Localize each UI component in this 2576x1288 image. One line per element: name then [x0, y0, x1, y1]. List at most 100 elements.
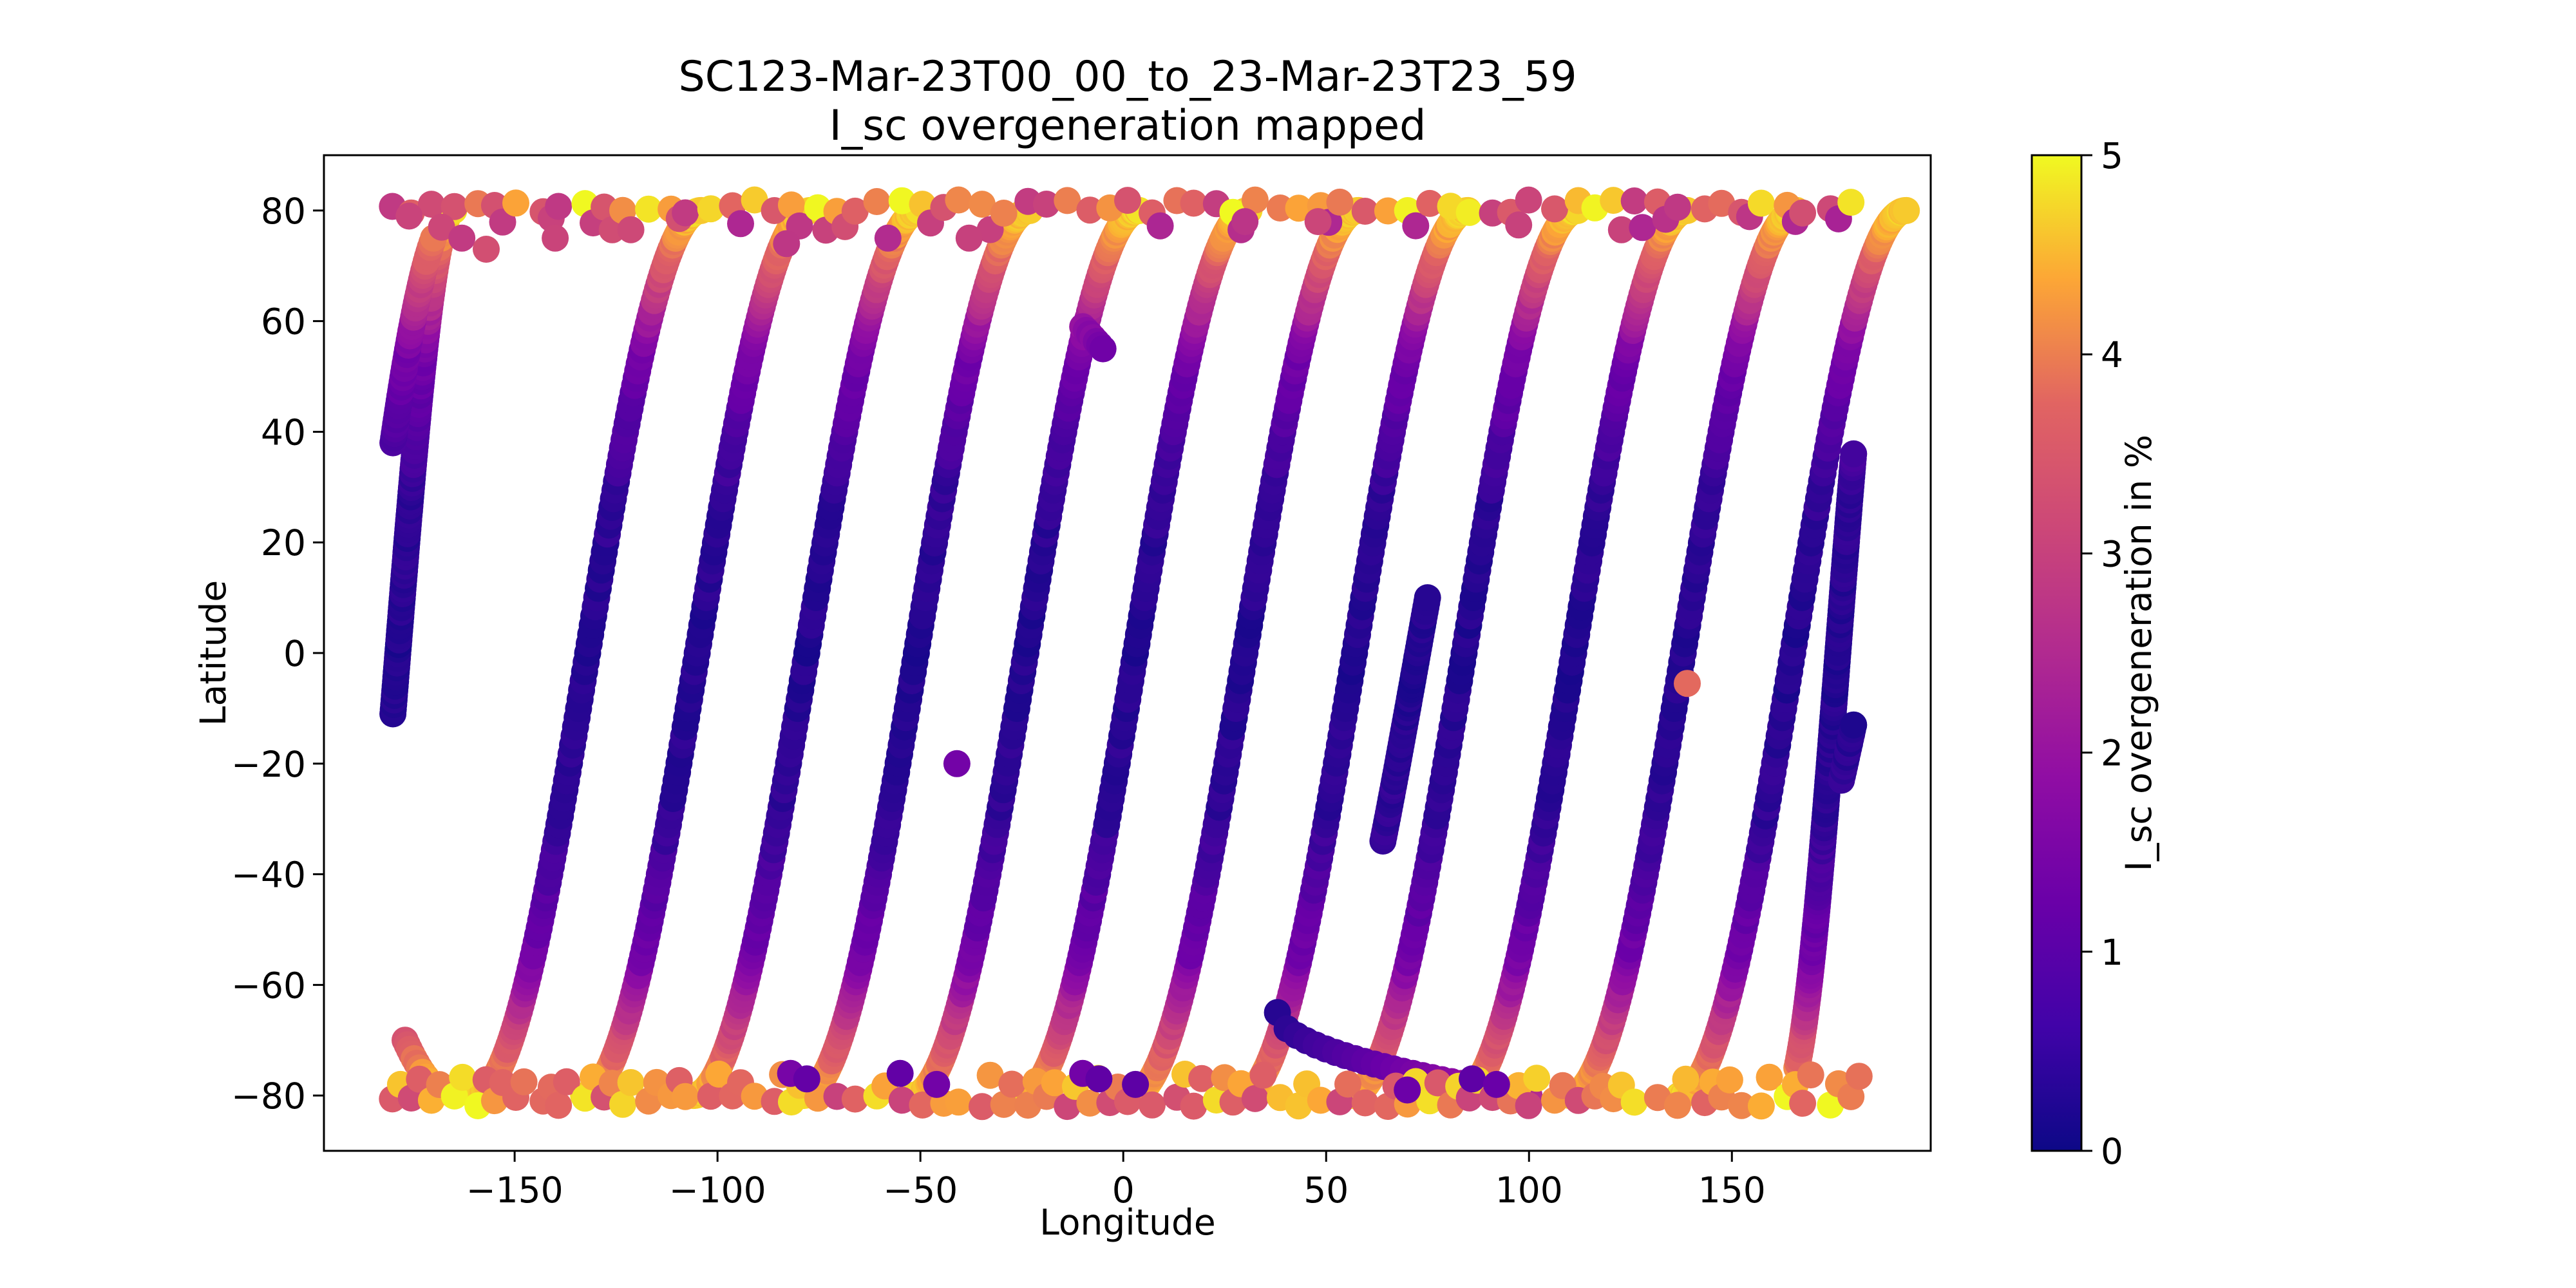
band-point	[888, 1086, 916, 1114]
band-point	[888, 187, 916, 214]
band-point	[510, 1068, 538, 1095]
track-point	[1840, 440, 1868, 468]
band-point	[990, 200, 1018, 227]
band-point	[672, 199, 699, 227]
band-point	[417, 191, 445, 218]
band-point	[1351, 198, 1379, 225]
band-point	[1482, 1070, 1510, 1098]
track-point	[1414, 584, 1441, 612]
y-tick-label: 60	[261, 301, 306, 343]
chart-title: SC123-Mar-23T00_00_to_23-Mar-23T23_59	[678, 53, 1577, 101]
band-point	[841, 197, 869, 225]
band-point	[1180, 1092, 1208, 1120]
band-point	[1394, 1076, 1421, 1104]
band-point	[571, 1084, 599, 1112]
y-tick-label: −60	[231, 965, 306, 1006]
band-point	[1663, 1092, 1691, 1119]
band-point	[955, 224, 983, 252]
colorbar	[2031, 154, 2083, 1152]
band-point	[1600, 187, 1627, 214]
colorbar-tick-label: 0	[2101, 1131, 2123, 1172]
band-point	[1789, 199, 1817, 227]
colorbar-tick-label: 2	[2101, 733, 2123, 774]
band-point	[945, 186, 972, 214]
band-point	[672, 1083, 699, 1110]
band-point	[428, 213, 455, 241]
band-point	[1041, 1069, 1068, 1097]
band-point	[1076, 1089, 1104, 1117]
band-point	[1424, 1069, 1452, 1097]
band-point	[473, 236, 500, 263]
band-point	[1620, 187, 1648, 214]
band-point	[1756, 1063, 1783, 1091]
band-point	[1076, 196, 1104, 224]
x-tick-label: 100	[1495, 1170, 1563, 1211]
isolated-point	[943, 750, 971, 777]
band-point	[1188, 1065, 1216, 1092]
x-axis: −150 −100 −50 0 50 100 150	[466, 1151, 1766, 1211]
band-point	[741, 186, 768, 214]
x-tick-label: −100	[669, 1170, 766, 1211]
band-point	[863, 188, 891, 215]
band-point	[777, 191, 805, 219]
band-point	[1231, 208, 1259, 236]
track-point	[1893, 196, 1920, 224]
band-point	[1620, 1088, 1648, 1116]
colorbar-tick-label: 3	[2101, 533, 2123, 574]
band-point	[1114, 187, 1141, 214]
band-point	[440, 193, 468, 220]
band-point	[1304, 208, 1332, 236]
band-point	[1351, 1089, 1379, 1117]
band-point	[1505, 211, 1533, 239]
band-point	[1374, 1093, 1401, 1120]
band-point	[1285, 1092, 1312, 1120]
band-point	[1180, 189, 1208, 217]
band-point	[969, 191, 996, 218]
band-point	[1837, 1083, 1865, 1110]
band-point	[1085, 1065, 1113, 1093]
band-point	[1716, 1066, 1743, 1094]
band-point	[617, 216, 645, 243]
band-point	[1845, 1063, 1873, 1090]
band-point	[886, 1059, 914, 1087]
colorbar-tick-label: 1	[2101, 932, 2123, 973]
band-point	[1285, 194, 1312, 222]
band-point	[976, 1061, 1004, 1089]
x-tick-label: 50	[1303, 1170, 1349, 1211]
band-point	[1146, 212, 1174, 240]
colorbar-tick-label: 4	[2101, 334, 2123, 375]
band-point	[1797, 1061, 1824, 1089]
chart-subtitle: I_sc overgeneration mapped	[829, 102, 1426, 150]
band-point	[969, 1093, 996, 1121]
band-point	[545, 1092, 573, 1119]
band-point	[874, 224, 902, 252]
y-tick-label: 20	[261, 522, 306, 564]
band-point	[1837, 189, 1865, 216]
colorbar-tick-label: 5	[2101, 135, 2123, 176]
colorbar-label: I_sc overgeneration in %	[2118, 435, 2159, 871]
x-tick-label: −150	[466, 1170, 564, 1211]
band-point	[502, 189, 529, 217]
band-point	[1455, 198, 1483, 226]
band-point	[489, 208, 516, 236]
band-point	[1139, 1091, 1166, 1119]
x-tick-label: −50	[883, 1170, 958, 1211]
band-point	[1515, 186, 1542, 214]
band-point	[1459, 1065, 1486, 1093]
y-tick-label: −20	[231, 744, 306, 785]
track-point	[1089, 335, 1117, 363]
y-tick-label: 80	[261, 191, 306, 232]
band-point	[1402, 212, 1430, 240]
band-point	[773, 230, 800, 258]
band-point	[1747, 189, 1775, 217]
band-point	[697, 195, 724, 223]
x-axis-label: Longitude	[1039, 1202, 1216, 1243]
band-point	[841, 1085, 869, 1113]
band-point	[609, 1090, 636, 1118]
band-point	[1122, 1070, 1150, 1098]
y-tick-label: 0	[283, 633, 306, 674]
band-point	[1054, 187, 1081, 214]
band-point	[1374, 197, 1401, 225]
band-point	[1663, 193, 1691, 221]
